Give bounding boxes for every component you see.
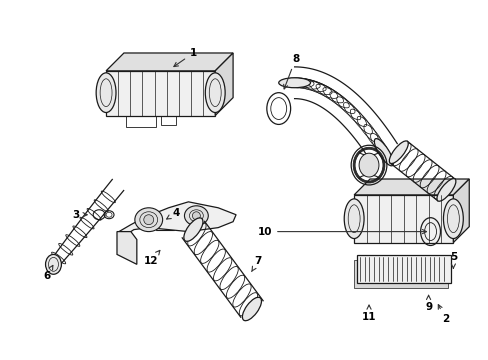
Polygon shape	[353, 260, 447, 288]
Polygon shape	[106, 53, 233, 71]
Polygon shape	[117, 231, 137, 264]
Ellipse shape	[45, 255, 61, 274]
Ellipse shape	[205, 73, 224, 113]
Text: 8: 8	[283, 54, 299, 89]
Ellipse shape	[344, 199, 364, 239]
Ellipse shape	[192, 212, 200, 220]
Ellipse shape	[436, 179, 455, 201]
Polygon shape	[215, 53, 233, 116]
Ellipse shape	[184, 206, 208, 226]
Text: 5: 5	[449, 252, 456, 268]
Ellipse shape	[143, 215, 153, 225]
Text: 2: 2	[437, 305, 448, 324]
Ellipse shape	[358, 153, 378, 177]
Polygon shape	[452, 179, 468, 243]
Text: 3: 3	[73, 210, 87, 220]
Text: 10: 10	[257, 226, 426, 237]
Ellipse shape	[388, 141, 407, 163]
Ellipse shape	[278, 78, 310, 88]
Text: 9: 9	[424, 295, 431, 312]
Text: 1: 1	[174, 48, 197, 67]
Ellipse shape	[374, 139, 393, 166]
Text: 7: 7	[251, 256, 261, 271]
Text: 12: 12	[143, 251, 160, 266]
Ellipse shape	[135, 208, 163, 231]
Text: 11: 11	[361, 305, 375, 322]
Ellipse shape	[183, 218, 203, 241]
Text: 4: 4	[166, 208, 180, 219]
Polygon shape	[353, 195, 452, 243]
Ellipse shape	[242, 297, 261, 321]
Polygon shape	[356, 255, 450, 283]
Polygon shape	[119, 202, 236, 239]
Polygon shape	[106, 71, 215, 116]
Polygon shape	[353, 179, 468, 195]
Ellipse shape	[96, 73, 116, 113]
Text: 6: 6	[43, 265, 53, 281]
Ellipse shape	[443, 199, 462, 239]
